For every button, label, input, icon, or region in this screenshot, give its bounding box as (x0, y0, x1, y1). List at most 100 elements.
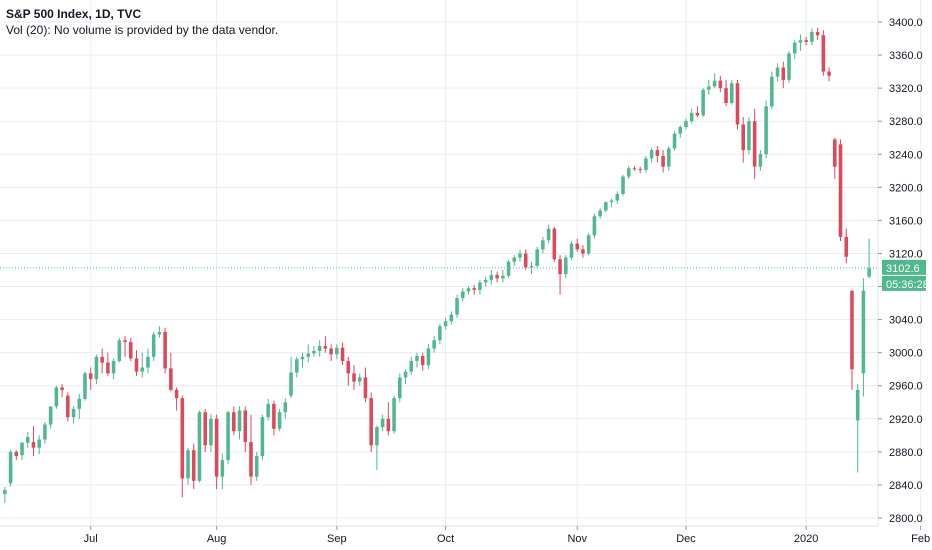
candle-body (180, 398, 185, 479)
y-tick-label: 3240.0 (889, 149, 923, 161)
candle-body (661, 155, 665, 167)
candle-up (357, 373, 362, 386)
candle-body (3, 489, 7, 495)
candle-up (415, 352, 419, 368)
candle-up (146, 348, 150, 374)
candle-up (867, 238, 871, 279)
candle-body (718, 80, 723, 89)
candle-body (357, 377, 362, 382)
candle-up (54, 385, 59, 409)
candle-body (226, 412, 230, 461)
candle-up (209, 413, 213, 452)
candle-down (821, 30, 826, 76)
candle-up (266, 398, 270, 421)
candle-down (106, 352, 110, 376)
candle-body (701, 89, 705, 116)
price-axis[interactable]: 3400.0 3360.0 3320.0 3280.0 3240.0 3200.0 3160… (878, 17, 923, 525)
candle-body (329, 348, 333, 355)
candle-body (60, 387, 64, 390)
candle-body (335, 347, 339, 355)
candle-up (83, 371, 87, 401)
candle-down (661, 150, 665, 173)
candle-up (466, 286, 471, 295)
candle-down (352, 365, 356, 390)
candle-up (621, 174, 625, 196)
candle-down (632, 165, 637, 171)
candle-body (83, 373, 87, 399)
symbol-title[interactable]: S&P 500 Index, 1D, TVC (6, 7, 142, 21)
candle-body (43, 424, 47, 440)
candle-up (157, 326, 162, 338)
candle-body (770, 76, 774, 107)
y-tick-label: 2840.0 (889, 480, 923, 492)
candle-down (66, 392, 70, 422)
candle-up (512, 255, 517, 266)
candle-up (43, 422, 47, 444)
y-tick-label: 2960.0 (889, 381, 923, 393)
candle-down (31, 426, 36, 456)
x-tick-label: 2020 (794, 533, 818, 545)
candle-body (586, 235, 591, 254)
x-tick-label: Aug (207, 533, 227, 545)
candle-body (37, 439, 41, 448)
candle-body (363, 377, 368, 399)
candle-body (392, 398, 396, 432)
candle-up (237, 406, 242, 440)
candle-body (14, 451, 19, 456)
candle-body (449, 314, 454, 322)
candle-up (609, 198, 614, 208)
candle-down (781, 61, 786, 89)
candle-up (432, 336, 436, 353)
candle-up (729, 79, 734, 105)
candle-down (363, 367, 368, 403)
candle-body (403, 371, 408, 378)
candle-up (140, 352, 145, 378)
candle-body (529, 265, 534, 268)
candle-body (844, 236, 849, 257)
candle-down (838, 139, 843, 242)
y-tick-label: 3000.0 (889, 348, 923, 360)
candle-body (804, 40, 808, 42)
candle-down (88, 367, 93, 390)
candle-down (638, 166, 642, 174)
candle-up (111, 358, 116, 380)
candle-up (455, 294, 459, 318)
candle-down (134, 350, 139, 376)
candle-body (850, 290, 854, 370)
candle-up (586, 232, 591, 256)
candle-body (483, 279, 488, 283)
candle-down (340, 342, 345, 366)
candle-body (707, 86, 711, 90)
candle-up (306, 344, 310, 363)
candle-body (66, 395, 70, 418)
time-axis[interactable]: JulAugSepOctNovDec2020FebMar (84, 526, 932, 545)
candle-up (478, 279, 482, 295)
candle-body (541, 240, 545, 250)
x-tick-label: Jul (84, 533, 98, 545)
candle-body (729, 83, 734, 104)
candle-down (735, 79, 740, 130)
candle-body (649, 150, 654, 159)
candle-down (850, 290, 854, 390)
candle-up (644, 155, 648, 173)
last-price-label: 3102.6 (882, 259, 926, 275)
candle-body (752, 121, 757, 167)
candle-up (792, 40, 797, 60)
candle-body (197, 412, 202, 481)
candle-body (203, 412, 207, 446)
candle-body (220, 460, 225, 477)
candle-body (535, 249, 539, 266)
candle-up (220, 453, 225, 490)
candle-body (827, 71, 831, 76)
candle-up (770, 71, 774, 109)
candle-down (163, 327, 167, 374)
candle-body (300, 356, 305, 360)
candle-down (243, 406, 248, 452)
candle-up (707, 79, 711, 95)
candle-down (169, 352, 173, 392)
candle-body (615, 193, 620, 201)
candle-body (781, 67, 786, 80)
candle-down (827, 67, 831, 82)
